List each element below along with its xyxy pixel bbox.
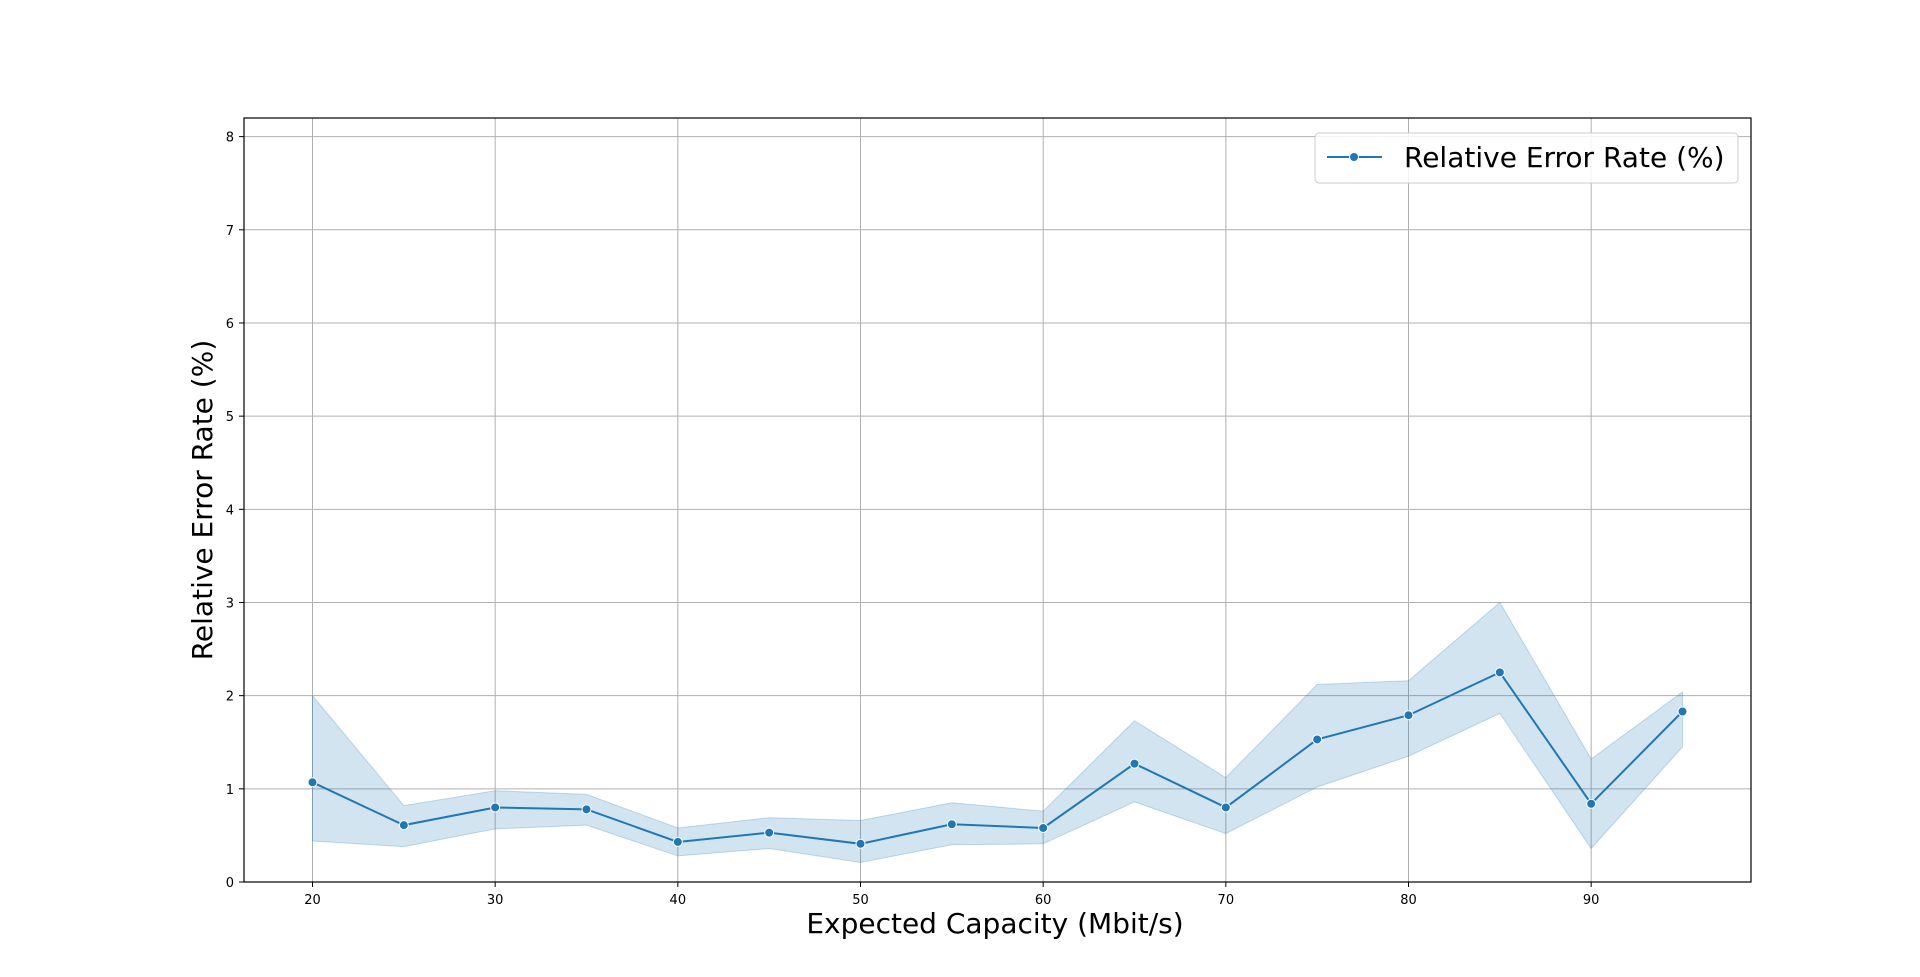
series-line <box>312 671 1684 845</box>
legend: Relative Error Rate (%) <box>1314 132 1739 184</box>
data-point <box>1129 758 1140 769</box>
y-tick-label: 8 <box>226 131 234 146</box>
y-tick-label: 3 <box>226 596 234 611</box>
y-tick-label: 1 <box>226 783 234 798</box>
data-point <box>307 777 318 788</box>
series-confidence-band <box>312 601 1683 863</box>
x-tick-label: 70 <box>1218 893 1235 908</box>
data-point <box>946 819 957 830</box>
y-tick-label: 2 <box>226 690 234 705</box>
plot-area-frame <box>243 117 1752 883</box>
x-tick-label: 80 <box>1400 893 1417 908</box>
x-tick-label: 60 <box>1035 893 1052 908</box>
data-point <box>1403 710 1414 721</box>
y-axis-label: Relative Error Rate (%) <box>186 340 219 661</box>
data-point <box>490 802 501 813</box>
y-tick-label: 7 <box>226 224 234 239</box>
confidence-band <box>312 601 1683 863</box>
x-tick-label: 30 <box>487 893 504 908</box>
y-tick-label: 6 <box>226 317 234 332</box>
data-point <box>855 838 866 849</box>
data-point <box>1220 802 1231 813</box>
data-point <box>672 836 683 847</box>
y-tick-label: 0 <box>226 876 234 891</box>
data-point <box>1586 798 1597 809</box>
legend-marker-swatch <box>1349 152 1359 162</box>
legend-entry-label: Relative Error Rate (%) <box>1404 141 1725 174</box>
data-points <box>307 667 1688 849</box>
data-point <box>581 804 592 815</box>
y-tick-label: 4 <box>226 503 234 518</box>
data-point <box>1677 706 1688 717</box>
data-point <box>1312 734 1323 745</box>
data-point <box>764 827 775 838</box>
legend-box <box>1314 132 1739 184</box>
grid <box>244 118 1751 883</box>
data-point <box>1038 822 1049 833</box>
x-axis-label: Expected Capacity (Mbit/s) <box>806 907 1183 940</box>
series-line-group <box>312 671 1684 845</box>
y-tick-label: 5 <box>226 410 234 425</box>
x-tick-label: 20 <box>304 893 321 908</box>
data-point <box>1494 667 1505 678</box>
x-tick-label: 90 <box>1583 893 1600 908</box>
x-tick-label: 40 <box>670 893 687 908</box>
axis-ticks: 20 30 40 50 60 70 80 90 0 1 2 3 4 5 6 7 8 <box>226 131 1600 908</box>
data-point <box>398 820 409 831</box>
x-tick-label: 50 <box>852 893 869 908</box>
